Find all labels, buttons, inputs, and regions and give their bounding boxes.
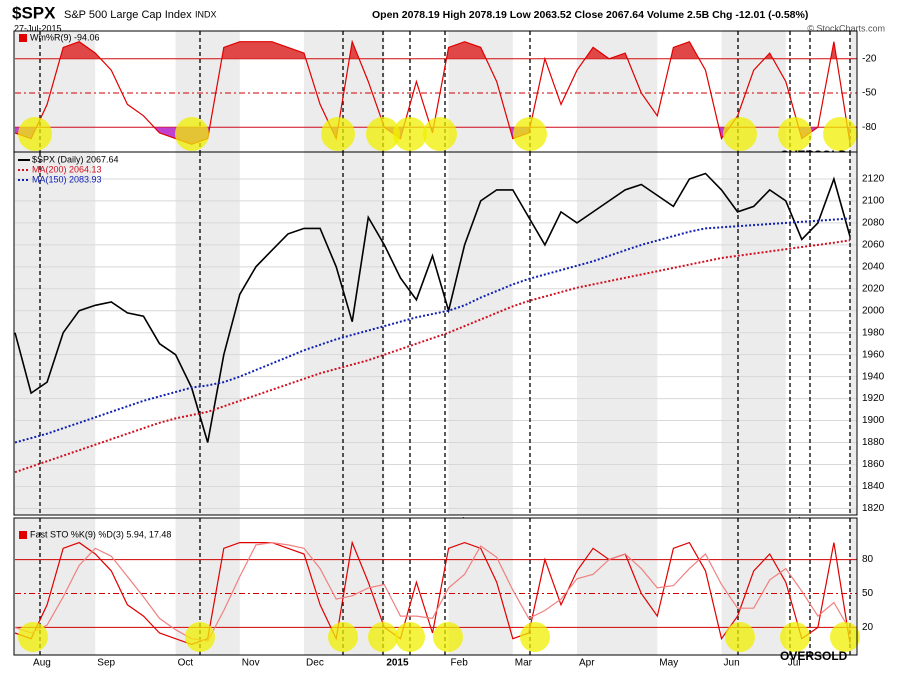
copyright: © StockCharts.com xyxy=(807,23,885,33)
month-band xyxy=(95,152,176,515)
highlight xyxy=(830,622,860,652)
month-band xyxy=(239,518,305,655)
highlight xyxy=(18,117,52,151)
y-tick-label: 1960 xyxy=(862,349,885,360)
x-tick-label: Oct xyxy=(178,658,194,669)
highlight xyxy=(725,622,755,652)
legend-label: MA(150) 2083.93 xyxy=(32,174,102,184)
y-tick-label: 20 xyxy=(862,622,874,633)
series-line xyxy=(14,217,851,444)
panel-border xyxy=(13,517,858,656)
y-tick-label: 2120 xyxy=(862,174,885,185)
y-tick-label: 1840 xyxy=(862,481,885,492)
y-tick-label: 1900 xyxy=(862,415,885,426)
highlight xyxy=(321,117,355,151)
legend-label: Wm%R(9) -94.06 xyxy=(30,32,100,42)
highlight xyxy=(513,117,547,151)
date: 27-Jul-2015 xyxy=(14,23,62,33)
month-band xyxy=(657,152,722,515)
highlight xyxy=(393,117,427,151)
x-tick-label: Jul xyxy=(788,658,801,669)
exchange: INDX xyxy=(195,9,217,19)
x-tick-label: Apr xyxy=(579,658,595,669)
y-tick-label: 2060 xyxy=(862,239,885,250)
x-tick-label: Dec xyxy=(306,658,324,669)
legend-swatch xyxy=(19,531,27,539)
highlight xyxy=(328,622,358,652)
highlight xyxy=(395,622,425,652)
legend-label: $SPX (Daily) 2067.64 xyxy=(32,154,119,164)
y-tick-label: 1920 xyxy=(862,393,885,404)
y-tick-label: -80 xyxy=(862,122,877,133)
y-tick-label: -20 xyxy=(862,53,877,64)
y-tick-label: 80 xyxy=(862,554,874,565)
highlight xyxy=(780,622,810,652)
x-tick-label: 2015 xyxy=(386,658,409,669)
y-tick-label: 1880 xyxy=(862,437,885,448)
y-tick-label: -50 xyxy=(862,88,877,99)
series-line xyxy=(14,239,851,474)
x-tick-label: Nov xyxy=(242,658,260,669)
month-band xyxy=(239,152,305,515)
month-band xyxy=(384,152,449,515)
highlight xyxy=(423,117,457,151)
highlight xyxy=(175,117,209,151)
x-tick-label: May xyxy=(659,658,678,669)
highlight xyxy=(18,622,48,652)
y-tick-label: 1940 xyxy=(862,371,885,382)
x-tick-label: Mar xyxy=(515,658,533,669)
highlight xyxy=(185,622,215,652)
x-tick-label: Feb xyxy=(451,658,469,669)
series-line xyxy=(14,540,851,646)
series-line xyxy=(14,541,851,642)
y-tick-label: 50 xyxy=(862,588,874,599)
highlight xyxy=(366,117,400,151)
x-tick-label: Jun xyxy=(724,658,740,669)
highlight xyxy=(778,117,812,151)
highlight xyxy=(823,117,857,151)
legend-label: MA(200) 2064.13 xyxy=(32,164,102,174)
y-tick-label: 1980 xyxy=(862,327,885,338)
y-tick-label: 1860 xyxy=(862,459,885,470)
y-tick-label: 2020 xyxy=(862,283,885,294)
y-tick-label: 2040 xyxy=(862,261,885,272)
y-tick-label: 1820 xyxy=(862,503,885,514)
y-tick-label: 2100 xyxy=(862,196,885,207)
highlight xyxy=(520,622,550,652)
symbol: $SPX xyxy=(12,3,56,22)
x-tick-label: Sep xyxy=(97,658,115,669)
series-line xyxy=(14,172,851,443)
legend-label: Fast STO %K(9) %D(3) 5.94, 17.48 xyxy=(30,529,171,539)
panel-border xyxy=(13,151,858,516)
annotation: OVERSOLD xyxy=(780,649,848,663)
quote: Open 2078.19 High 2078.19 Low 2063.52 Cl… xyxy=(372,9,808,21)
highlight xyxy=(723,117,757,151)
y-tick-label: 2000 xyxy=(862,305,885,316)
highlight xyxy=(368,622,398,652)
x-tick-label: Aug xyxy=(33,658,51,669)
legend-swatch xyxy=(19,34,27,42)
highlight xyxy=(433,622,463,652)
y-tick-label: 2080 xyxy=(862,218,885,229)
index-name: S&P 500 Large Cap Index xyxy=(64,9,192,21)
month-band xyxy=(785,152,850,515)
month-band xyxy=(512,152,578,515)
